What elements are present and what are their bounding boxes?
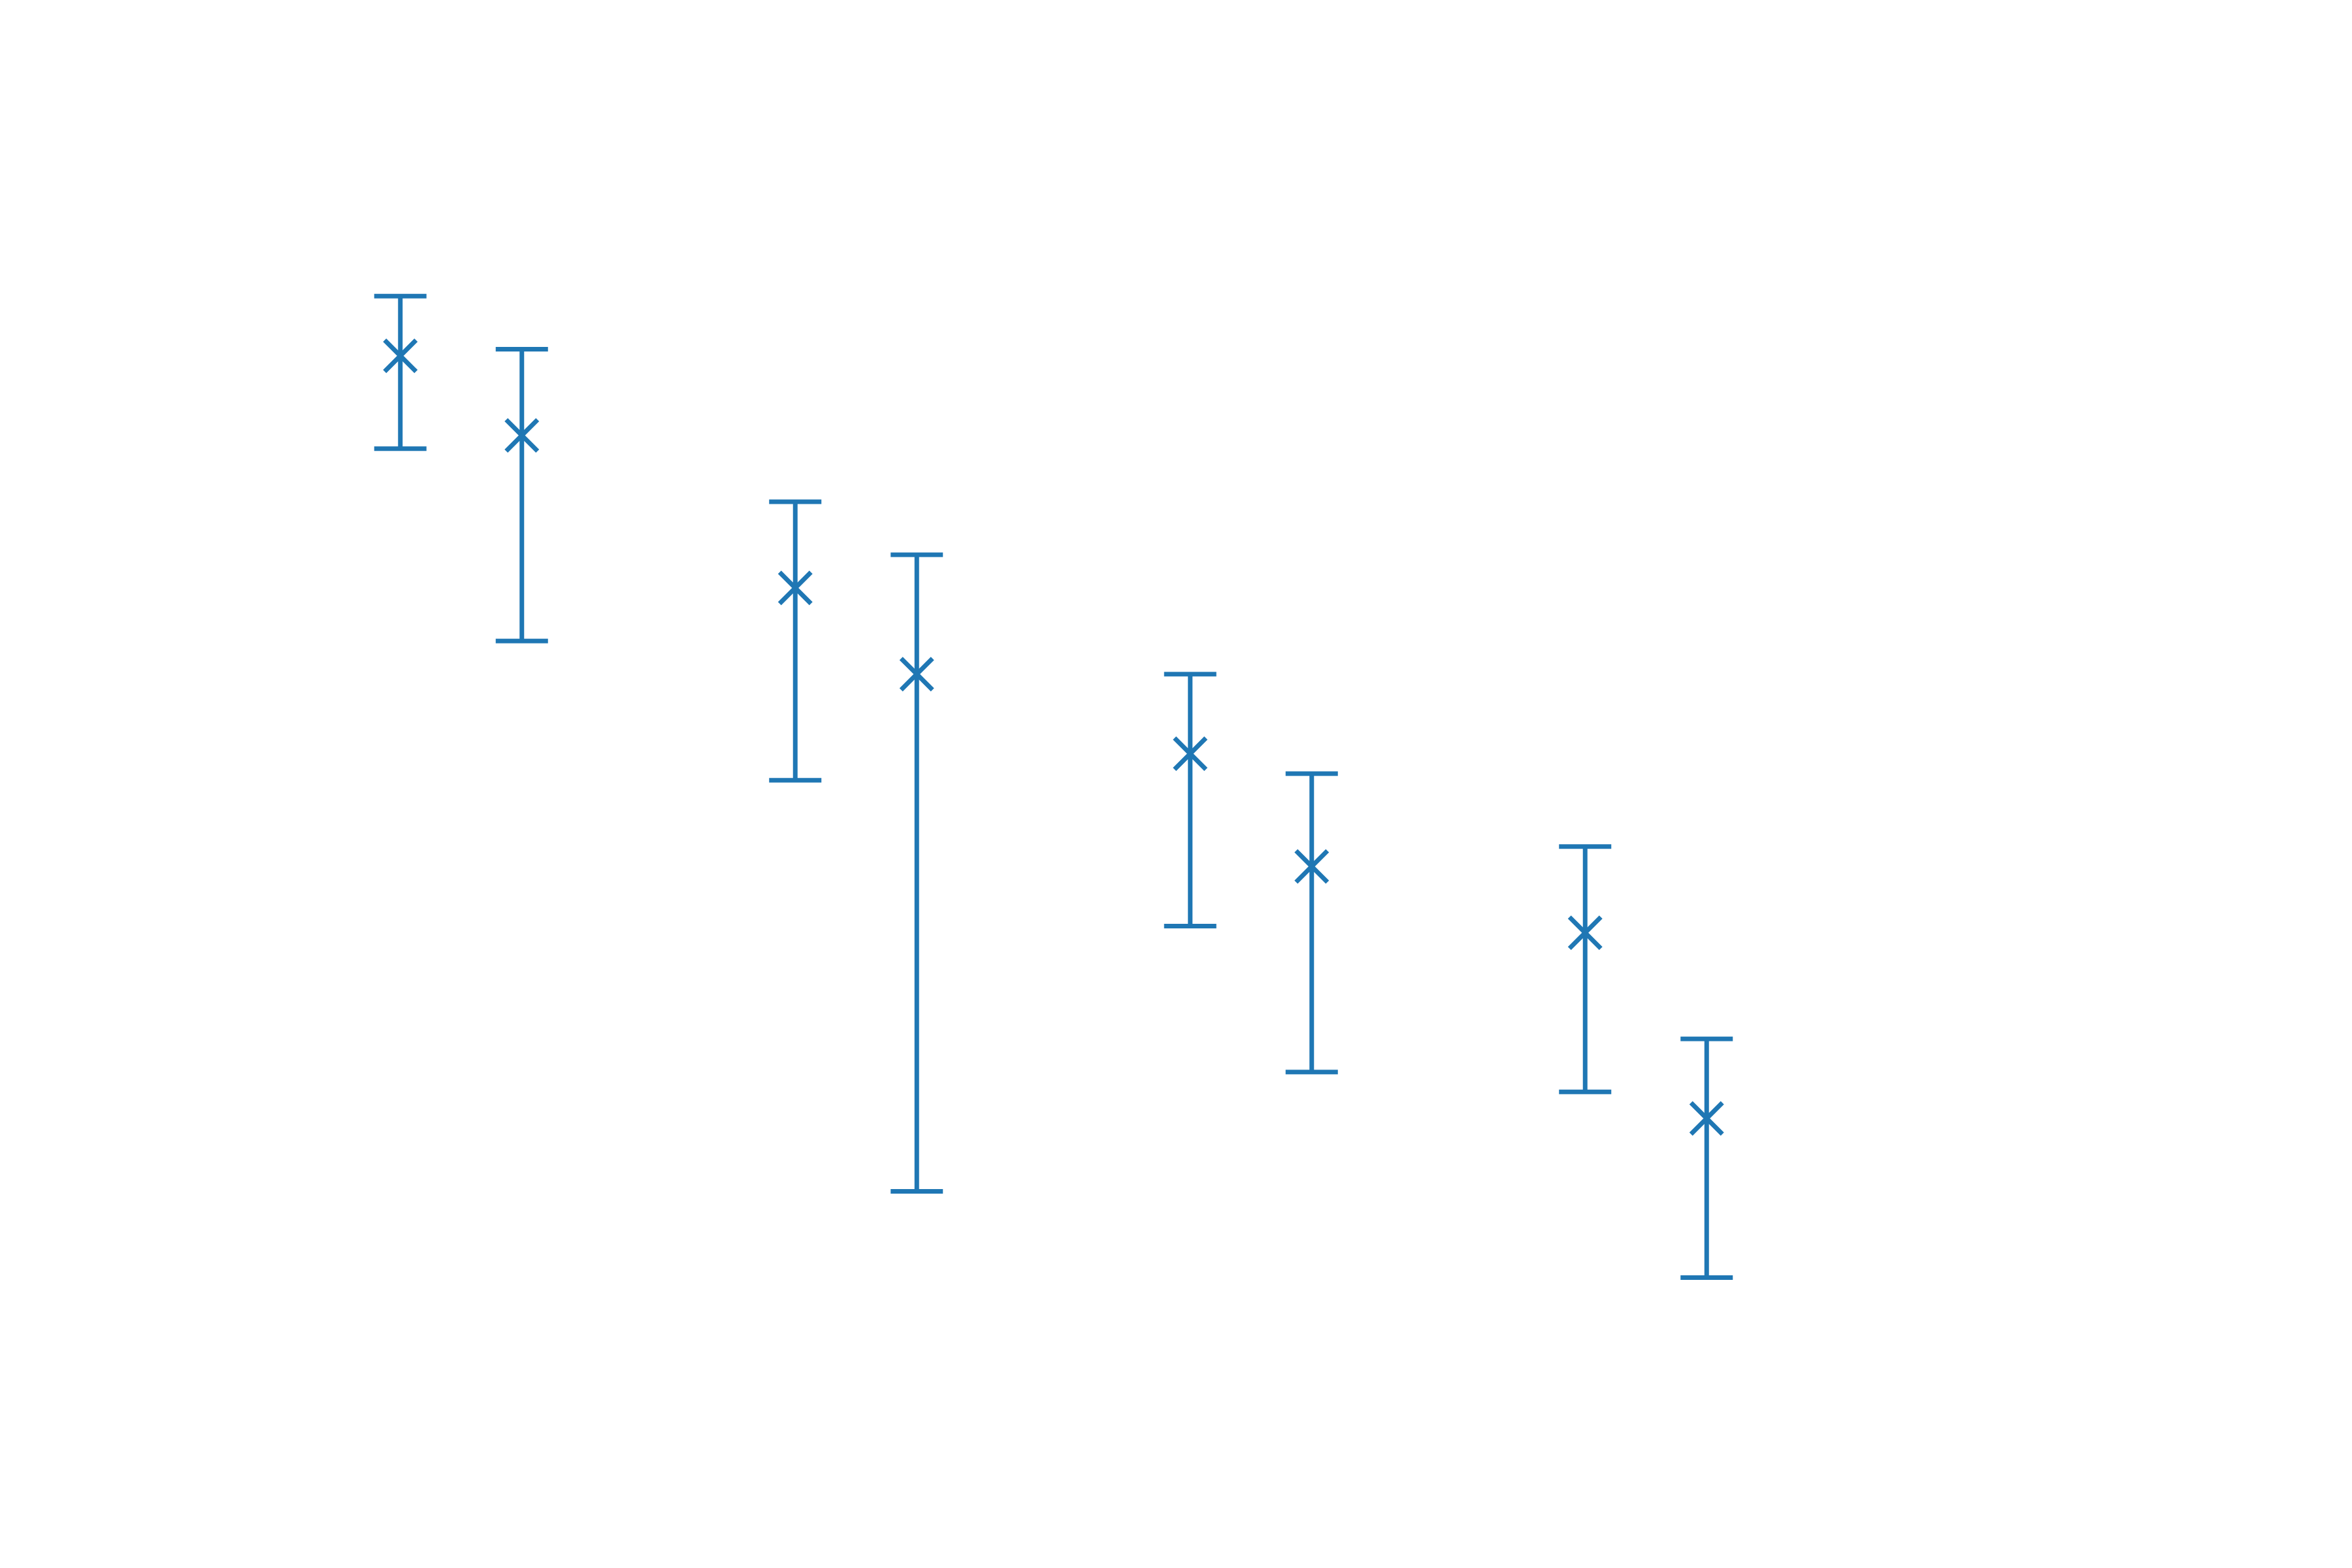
- errorbar-point: [1285, 771, 1338, 1075]
- errorbar-point: [890, 552, 943, 1194]
- x-icon: [504, 417, 540, 453]
- x-icon: [1689, 1101, 1724, 1136]
- plot-area: [374, 293, 1733, 1280]
- errorbar-point: [495, 347, 548, 644]
- errorbar-point: [374, 293, 427, 451]
- errorbar-point: [769, 499, 822, 783]
- x-icon: [1567, 915, 1603, 951]
- errorbar-point: [1164, 672, 1217, 929]
- errorbar-point: [1559, 844, 1612, 1094]
- x-icon: [777, 570, 813, 606]
- x-icon: [1173, 736, 1208, 772]
- x-icon: [1294, 849, 1330, 884]
- x-icon: [383, 338, 418, 374]
- errorbar-point: [1680, 1036, 1733, 1280]
- x-icon: [899, 657, 934, 692]
